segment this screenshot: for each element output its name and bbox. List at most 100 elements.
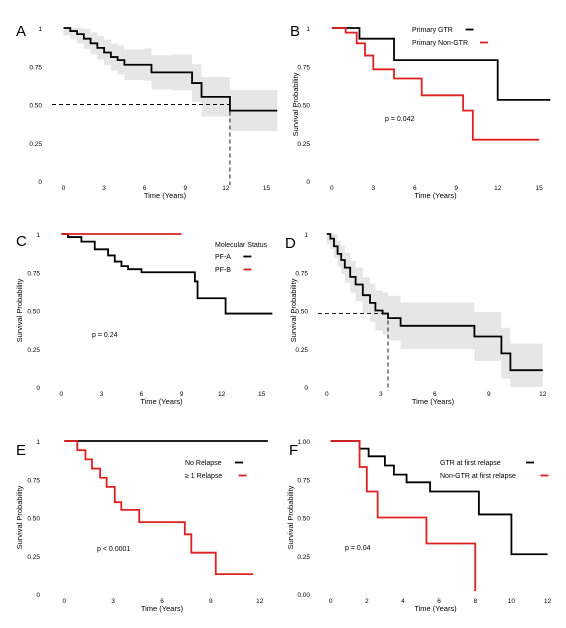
x-tick-label: 12	[222, 185, 230, 192]
y-axis-label: Survival Probability	[286, 485, 295, 549]
p-value: p < 0.0001	[97, 546, 130, 553]
y-tick-label: 0.25	[297, 141, 310, 148]
panel-label: C	[16, 233, 27, 250]
x-tick-label: 0	[62, 598, 66, 605]
confidence-band	[63, 28, 278, 133]
y-tick-label: 0.75	[29, 64, 42, 71]
y-tick-label: 0	[36, 385, 40, 392]
y-tick-label: 0.75	[27, 477, 40, 484]
panel-label: A	[16, 23, 26, 40]
confidence-band	[326, 234, 543, 387]
survival-curve-1	[331, 27, 551, 101]
panel-f: F 0.00 0.25 0.50 0.75 1.00 0 2 4 6 8 10 12 Time (Year…	[286, 439, 552, 613]
x-tick-label: 0	[329, 598, 333, 605]
y-tick-label: 1.00	[297, 439, 310, 446]
y-tick-label: 0.00	[297, 592, 310, 599]
x-tick-label: 4	[401, 598, 405, 605]
x-tick-label: 6	[160, 598, 164, 605]
p-value: p = 0.24	[92, 332, 118, 339]
x-tick-label: 6	[143, 185, 147, 192]
survival-curve-1	[61, 233, 273, 315]
y-tick-label: 0	[38, 179, 42, 186]
legend-label: GTR at first relapse	[440, 460, 501, 467]
y-axis-label: Survival Probability	[291, 72, 300, 136]
survival-curve-1	[63, 27, 278, 112]
legend-label: Non-GTR at first relapse	[440, 473, 516, 480]
survival-curve-2	[64, 440, 254, 576]
y-tick-label: 1	[36, 439, 40, 446]
panel-a: A 0 0.25 0.50 0.75 1 0 3 6 9 12 15 Time (Years)	[16, 23, 278, 200]
legend-label: Primary Non-GTR	[412, 40, 468, 47]
x-tick-label: 9	[487, 391, 491, 398]
x-axis-label: Time (Years)	[140, 397, 183, 406]
x-tick-label: 6	[433, 391, 437, 398]
p-value: p = 0.04	[345, 545, 371, 552]
x-tick-label: 0	[62, 185, 66, 192]
x-tick-label: 9	[183, 185, 187, 192]
y-tick-label: 0.50	[27, 516, 40, 523]
y-tick-label: 0.50	[295, 309, 308, 316]
y-axis-label: Survival Probability	[15, 485, 24, 549]
legend-label: PF-B	[215, 267, 231, 274]
y-tick-label: 0.25	[297, 554, 310, 561]
y-tick-label: 0.25	[29, 141, 42, 148]
x-tick-label: 6	[437, 598, 441, 605]
y-tick-label: 0.25	[27, 347, 40, 354]
x-tick-label: 12	[539, 391, 547, 398]
panel-e: E 0 0.25 0.50 0.75 1 0 3 6 9 12 Time (Years) Surviva…	[15, 439, 268, 613]
legend-label: Primary GTR	[412, 27, 453, 34]
y-tick-label: 0.75	[297, 477, 310, 484]
x-tick-label: 15	[536, 185, 544, 192]
y-tick-label: 1	[38, 26, 42, 33]
panel-label: D	[285, 235, 296, 252]
x-tick-label: 12	[494, 185, 502, 192]
x-tick-label: 15	[263, 185, 271, 192]
x-tick-label: 8	[473, 598, 477, 605]
x-tick-label: 12	[256, 598, 264, 605]
y-tick-label: 0.25	[27, 554, 40, 561]
y-tick-label: 0	[36, 592, 40, 599]
x-tick-label: 3	[379, 391, 383, 398]
x-tick-label: 9	[209, 598, 213, 605]
survival-curve-2	[330, 440, 477, 591]
y-axis-label: Survival Probability	[15, 278, 24, 342]
x-tick-label: 9	[454, 185, 458, 192]
x-tick-label: 0	[325, 391, 329, 398]
y-tick-label: 0.75	[295, 270, 308, 277]
x-tick-label: 3	[111, 598, 115, 605]
y-tick-label: 0.50	[27, 309, 40, 316]
x-tick-label: 0	[60, 391, 64, 398]
panel-b: B 0 0.25 0.50 0.75 1 0 3 6 9 12 15 Time (Years) Survi…	[290, 23, 551, 200]
panel-label: B	[290, 23, 300, 40]
x-tick-label: 3	[100, 391, 104, 398]
legend-label: ≥ 1 Relapse	[185, 473, 222, 480]
y-tick-label: 0.50	[29, 103, 42, 110]
y-tick-label: 0.75	[297, 64, 310, 71]
x-tick-label: 3	[371, 185, 375, 192]
y-tick-label: 0.75	[27, 270, 40, 277]
y-tick-label: 0	[304, 385, 308, 392]
x-tick-label: 10	[508, 598, 516, 605]
survival-curve-1	[330, 440, 548, 556]
panel-label: E	[16, 442, 26, 459]
x-tick-label: 0	[330, 185, 334, 192]
legend-title: Molecular Status	[215, 242, 268, 249]
legend-label: PF-A	[215, 254, 231, 261]
x-axis-label: Time (Years)	[141, 604, 184, 613]
panel-c: C 0 0.25 0.50 0.75 1 0 3 6 9 12 15 Time (Years) Survi…	[15, 232, 273, 406]
x-tick-label: 15	[258, 391, 266, 398]
x-axis-label: Time (Years)	[144, 191, 187, 200]
panel-label: F	[289, 442, 298, 459]
panel-d: D 0 0.25 0.50 0.75 1 0 3 6 9 12 Time (Years) Surviva…	[285, 232, 547, 406]
x-tick-label: 3	[102, 185, 106, 192]
y-tick-label: 1	[306, 26, 310, 33]
y-tick-label: 1	[304, 232, 308, 239]
x-tick-label: 2	[365, 598, 369, 605]
x-tick-label: 6	[413, 185, 417, 192]
x-tick-label: 9	[180, 391, 184, 398]
x-axis-label: Time (Years)	[414, 604, 457, 613]
survival-curve-2	[331, 27, 540, 141]
y-tick-label: 0	[306, 179, 310, 186]
survival-curve-1	[326, 233, 543, 372]
